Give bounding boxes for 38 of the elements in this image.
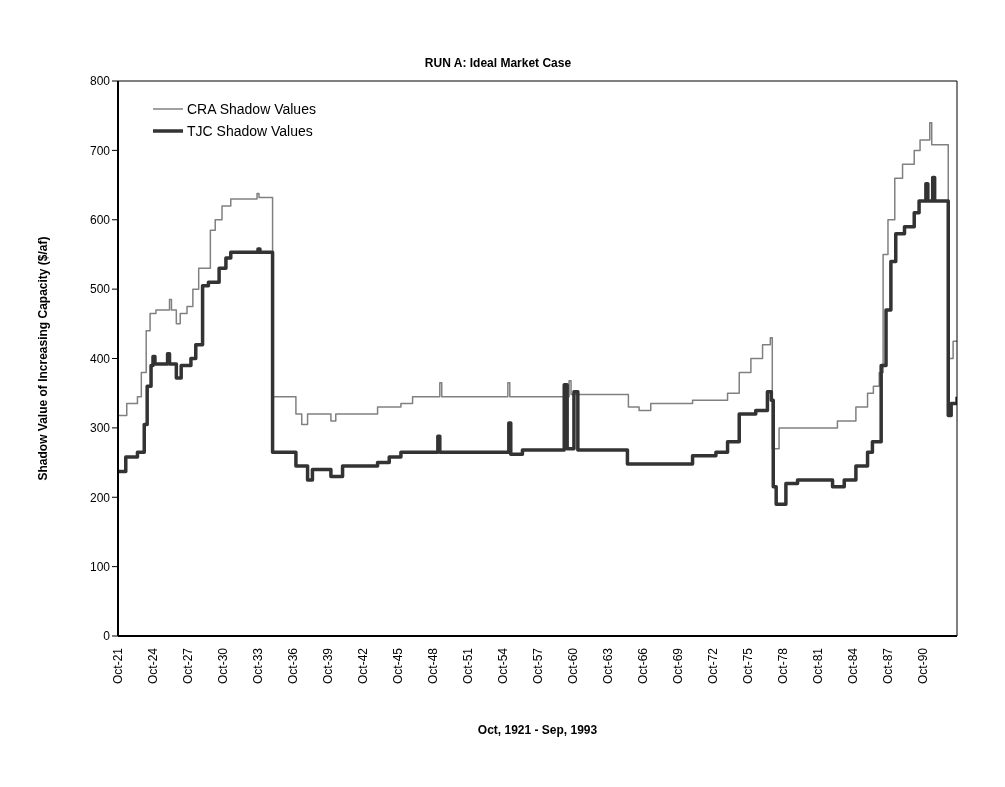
x-tick-label: Oct-57 <box>530 647 545 685</box>
x-tick-label: Oct-81 <box>810 647 825 685</box>
x-tick-label: Oct-27 <box>181 647 195 685</box>
x-tick-label: Oct-24 <box>146 647 160 685</box>
x-axis-title: Oct, 1921 - Sep, 1993 <box>477 723 598 737</box>
y-tick-label: 400 <box>89 351 111 366</box>
x-tick-label: Oct-45 <box>390 647 405 685</box>
x-tick-label: Oct-75 <box>740 647 755 685</box>
y-tick-label: 500 <box>89 282 111 297</box>
y-tick-label: 800 <box>89 74 111 89</box>
x-tick-label: Oct-63 <box>600 647 615 685</box>
y-tick-label: 0 <box>103 629 111 644</box>
x-tick-label: Oct-72 <box>705 647 720 685</box>
y-axis-title: Shadow Value of Increasing Capacity ($/af) <box>36 236 51 481</box>
x-tick-label: Oct-48 <box>425 647 440 685</box>
y-tick-label: 600 <box>89 213 111 228</box>
y-tick-label: 200 <box>89 490 111 505</box>
x-tick-label: Oct-36 <box>285 647 300 685</box>
x-tick-label: Oct-51 <box>460 647 475 685</box>
y-tick-label: 100 <box>89 559 111 574</box>
x-tick-label: Oct-78 <box>775 647 790 685</box>
x-tick-label: Oct-42 <box>355 647 370 685</box>
x-tick-label: Oct-54 <box>495 647 510 685</box>
x-tick-label: Oct-66 <box>635 647 650 685</box>
x-tick-label: Oct-30 <box>216 647 230 685</box>
legend-label: CRA Shadow Values <box>187 100 316 119</box>
y-tick-label: 300 <box>89 421 111 436</box>
chart-title: RUN A: Ideal Market Case <box>423 56 573 70</box>
x-tick-label: Oct-39 <box>320 647 335 685</box>
legend-label: TJC Shadow Values <box>187 122 313 141</box>
x-tick-label: Oct-60 <box>565 647 580 685</box>
x-tick-label: Oct-87 <box>880 647 895 685</box>
x-tick-label: Oct-90 <box>915 647 930 685</box>
x-tick-label: Oct-84 <box>845 647 860 685</box>
y-tick-label: 700 <box>89 143 111 158</box>
x-tick-label: Oct-33 <box>251 647 265 685</box>
x-tick-label: Oct-21 <box>111 647 125 685</box>
x-tick-label: Oct-69 <box>670 647 685 685</box>
